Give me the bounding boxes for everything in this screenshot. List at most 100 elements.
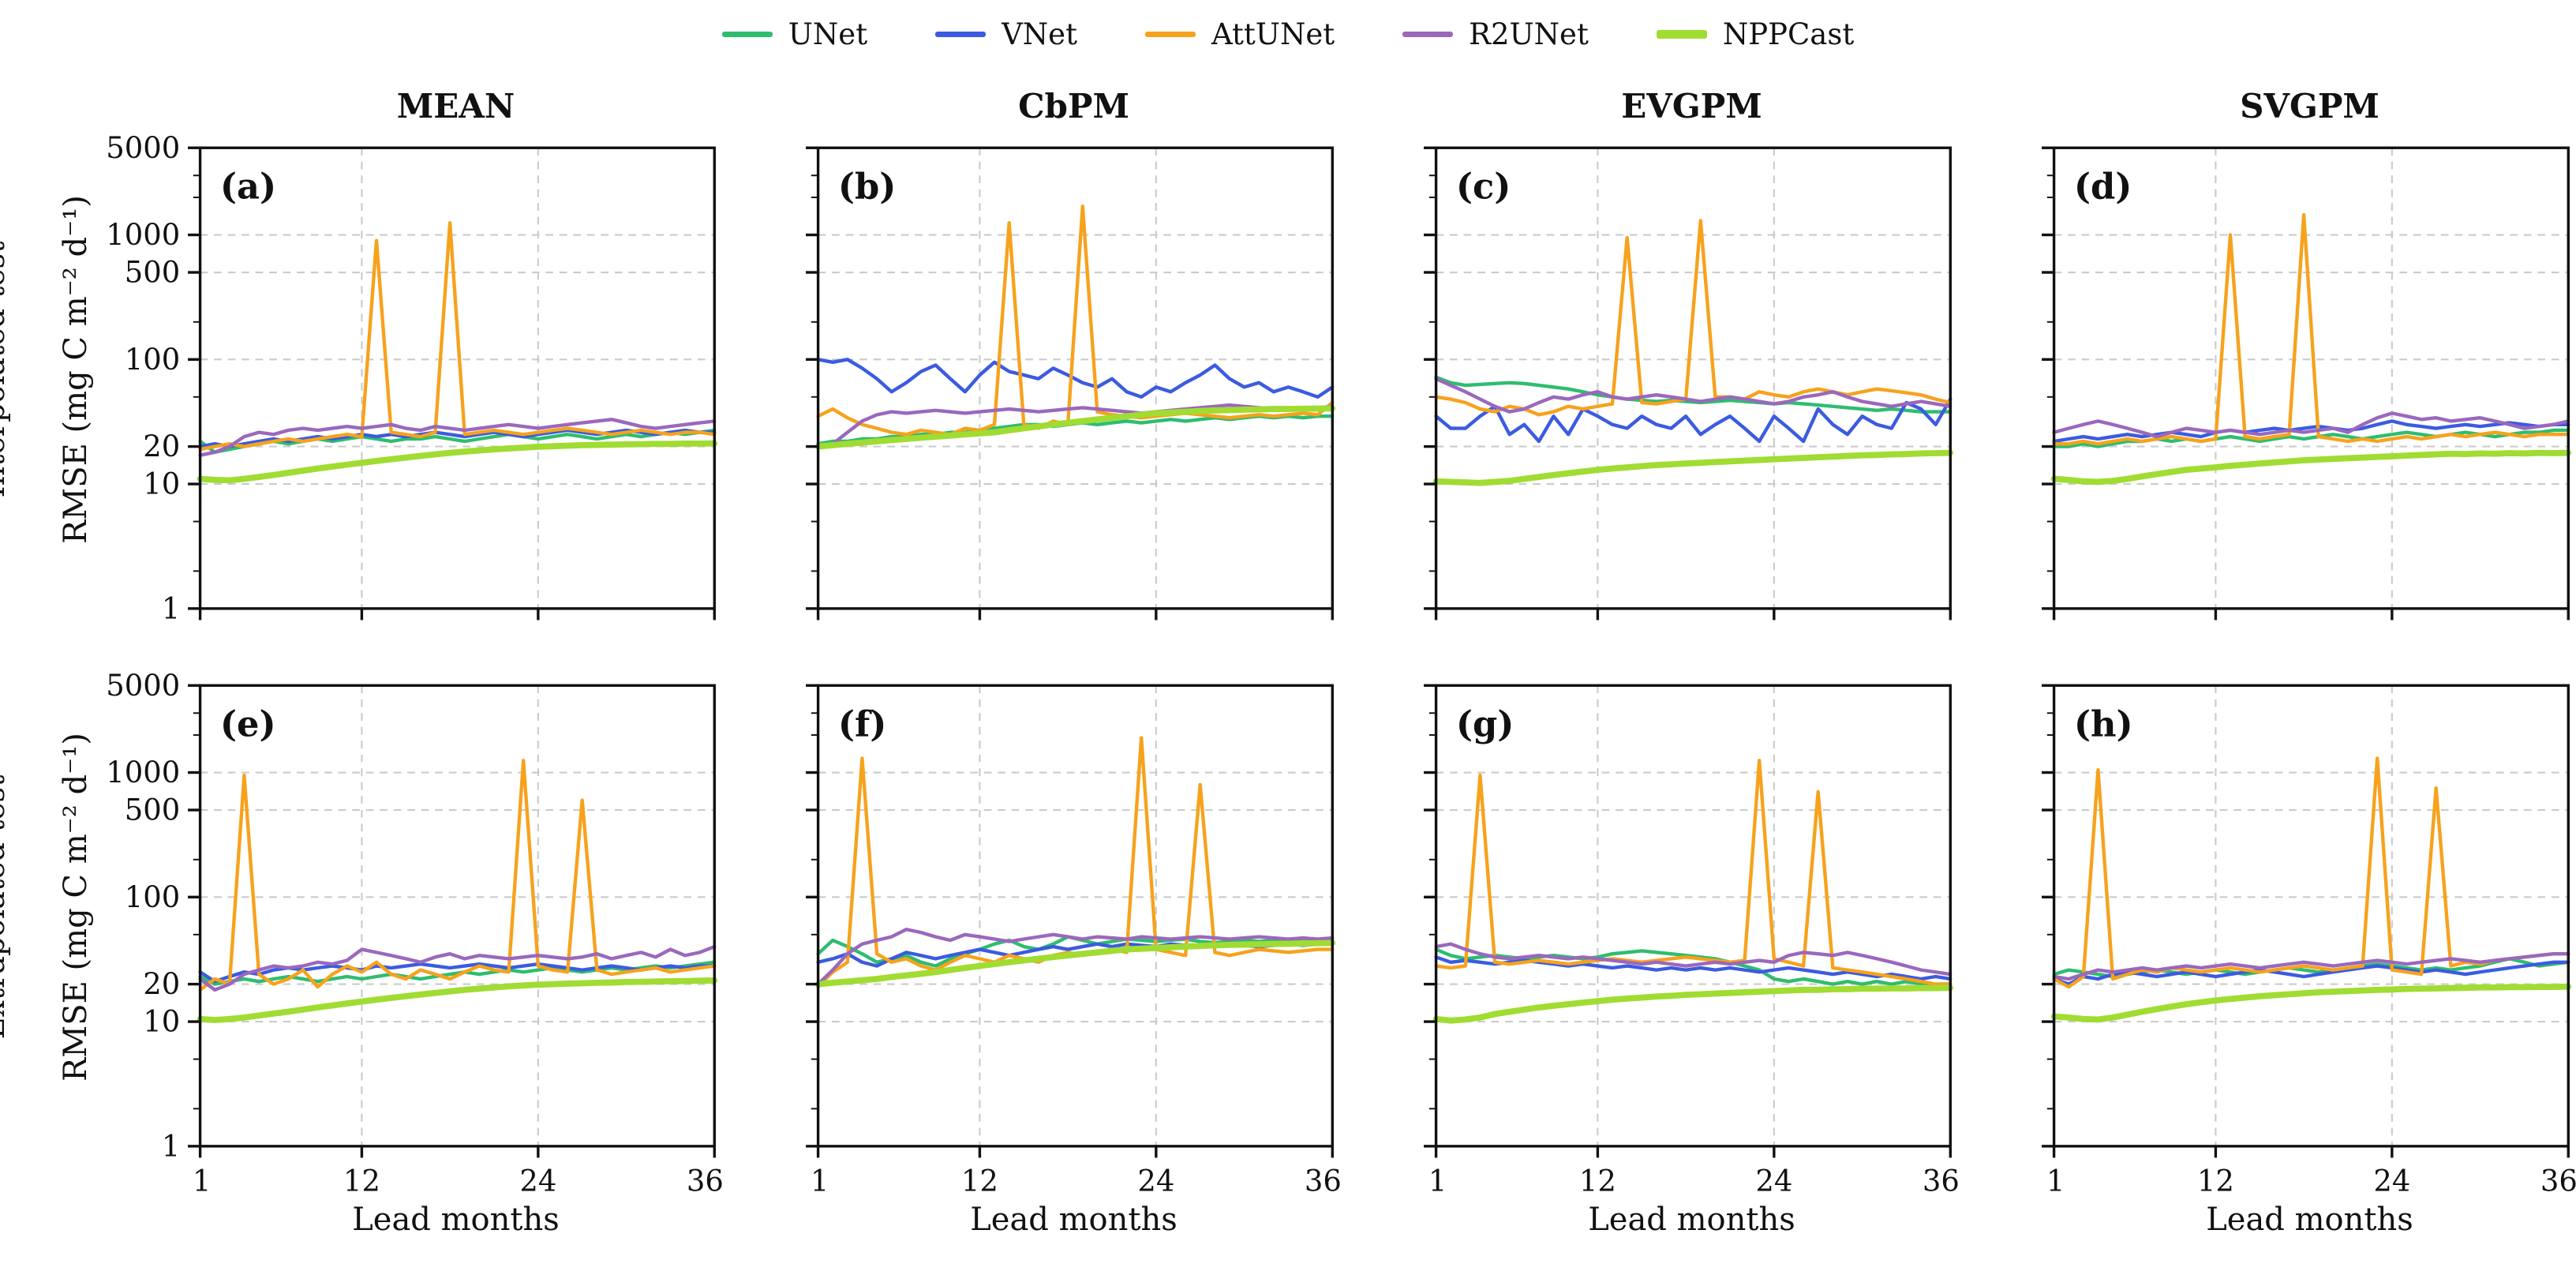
legend-item-nppcast: NPPCast [1656,17,1855,51]
legend-label: R2UNet [1469,17,1589,51]
xtick-label-36: 36 [2540,1164,2576,1198]
series-line-nppcast-e [197,977,718,1023]
series-line-r2unet-d [2052,411,2570,439]
panel-a: 5000 1000 500 100 20 10 1 (a) [106,131,718,625]
legend-line-icon [721,32,773,37]
ytick-label-500: 500 [125,793,181,827]
legend-line-icon [1656,30,1707,39]
series-line-unet-a [198,428,717,455]
ytick-label-1: 1 [162,591,181,625]
panel-e: 5000 1000 500 100 20 10 11 12 24 36 (e) [106,669,722,1198]
xtick-label-1: 1 [2046,1164,2065,1198]
xtick-label-36: 36 [1305,1164,1340,1198]
column-title-svgpm: SVGPM [2240,86,2379,126]
row1-outer-ylabel-clipped: Interpolated-test [0,241,11,498]
series-line-attunet-a [198,221,717,452]
x-axis-label-evgpm: Lead months [1588,1202,1795,1238]
series-line-r2unet-f [816,928,1335,986]
ytick-label-100: 100 [125,343,181,377]
panel-d: (d) [2042,146,2572,621]
series-line-vnet-g [1434,955,1953,981]
ytick-label-1: 1 [162,1129,181,1163]
series-line-nppcast-f [814,939,1336,988]
ytick-label-100: 100 [125,880,181,914]
ytick-label-1000: 1000 [106,756,180,789]
legend-item-unet: UNet [721,17,867,51]
x-axis-label-mean: Lead months [352,1202,560,1238]
plot-frame [816,684,1334,1148]
series-line-r2unet-g [1434,942,1953,977]
xtick-label-12: 12 [2197,1164,2234,1198]
plot-frame [816,146,1334,610]
series-line-r2unet-a [198,418,717,457]
panel-letter-d: (d) [2074,165,2132,207]
plot-frame [2052,684,2570,1148]
panel-letter-b: (b) [838,165,897,207]
xtick-label-36: 36 [1923,1164,1958,1198]
plot-frame [198,684,716,1148]
legend-item-attunet: AttUNet [1144,17,1335,51]
xtick-label-1: 1 [1428,1164,1447,1198]
series-line-attunet-b [816,204,1335,437]
row2-ylabel-rmse: RMSE (mg C m⁻² d⁻¹) [58,733,94,1082]
panel-b: (b) [806,146,1336,621]
series-line-nppcast-h [2050,983,2572,1023]
panel-letter-c: (c) [1456,165,1511,207]
xtick-label-24: 24 [1755,1164,1792,1198]
plot-frame [1434,684,1952,1148]
series-line-nppcast-g [1432,984,1954,1024]
panel-letter-a: (a) [220,165,276,207]
series-line-r2unet-c [1434,377,1953,414]
legend-item-vnet: VNet [935,17,1077,51]
xtick-label-12: 12 [343,1164,380,1198]
panel-letter-g: (g) [1456,703,1515,744]
series-line-vnet-h [2052,960,2570,986]
legend-label: VNet [1002,17,1077,51]
xtick-label-24: 24 [1137,1164,1174,1198]
x-axis-label-cbpm: Lead months [970,1202,1178,1238]
xtick-label-24: 24 [519,1164,556,1198]
series-line-r2unet-h [2052,952,2570,981]
xtick-label-12: 12 [1579,1164,1616,1198]
ytick-label-5000: 5000 [106,131,180,165]
series-line-nppcast-c [1432,449,1954,486]
series-line-r2unet-e [198,944,717,992]
ytick-label-500: 500 [125,256,181,290]
xtick-label-1: 1 [193,1164,212,1198]
series-line-unet-g [1434,947,1953,986]
figure-legend: UNet VNet AttUNet R2UNet NPPCast [0,17,2576,51]
series-line-nppcast-d [2050,449,2572,486]
panel-letter-e: (e) [220,703,276,744]
column-title-evgpm: EVGPM [1621,86,1762,126]
series-line-attunet-d [2052,212,2570,446]
x-axis-label-svgpm: Lead months [2206,1202,2413,1238]
plot-frame [1434,146,1952,610]
series-line-vnet-b [816,358,1335,399]
ytick-label-20: 20 [143,967,180,1001]
panel-f: 1 12 24 36 (f) [806,684,1340,1198]
panel-c: (c) [1424,146,1954,621]
ytick-label-5000: 5000 [106,669,180,703]
series-line-attunet-e [198,759,717,992]
ytick-label-20: 20 [143,429,180,463]
legend-label: AttUNet [1211,17,1335,51]
column-title-cbpm: CbPM [1018,86,1129,126]
legend-line-icon [1144,32,1196,37]
series-line-nppcast-b [814,405,1336,450]
series-line-attunet-g [1434,759,1953,986]
series-line-nppcast-a [197,440,718,484]
xtick-label-12: 12 [961,1164,998,1198]
ytick-label-1000: 1000 [106,218,180,252]
plot-frame [198,146,716,610]
panel-letter-h: (h) [2074,703,2133,744]
series-line-vnet-c [1434,397,1953,444]
legend-item-r2unet: R2UNet [1402,17,1589,51]
xtick-label-1: 1 [811,1164,829,1198]
legend-line-icon [1402,32,1454,37]
legend-label: NPPCast [1722,17,1855,51]
ytick-label-10: 10 [143,467,180,501]
row2-outer-ylabel-clipped: Extrapolated-test [0,774,11,1040]
ytick-label-10: 10 [143,1005,180,1039]
legend-line-icon [935,32,987,37]
plot-frame [2052,146,2570,610]
